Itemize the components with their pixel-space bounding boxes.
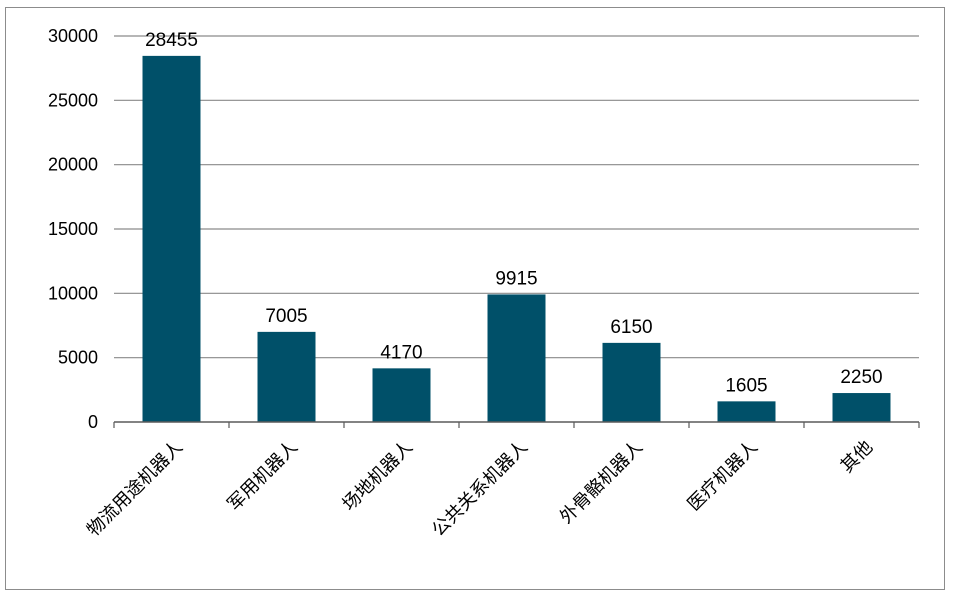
bar	[142, 55, 201, 423]
bar	[832, 393, 891, 422]
data-label: 4170	[380, 342, 422, 363]
category-label: 医疗机器人	[684, 437, 762, 515]
y-tick-label: 0	[88, 412, 98, 432]
bars	[142, 55, 891, 423]
data-label: 1605	[725, 375, 767, 396]
data-label: 6150	[610, 317, 652, 338]
category-label: 场地机器人	[339, 437, 417, 515]
data-label: 2250	[840, 367, 882, 388]
y-tick-label: 30000	[48, 26, 98, 46]
bar	[372, 368, 431, 422]
data-label: 9915	[495, 268, 537, 289]
category-label: 外骨骼机器人	[556, 437, 647, 528]
y-tick-label: 10000	[48, 283, 98, 303]
category-label: 公共关系机器人	[428, 437, 532, 541]
data-label: 28455	[145, 30, 198, 51]
x-axis	[113, 421, 920, 428]
bar	[602, 342, 661, 422]
category-label: 军用机器人	[224, 437, 302, 515]
gridlines	[114, 35, 919, 359]
y-tick-label: 20000	[48, 155, 98, 175]
bar	[257, 331, 316, 422]
y-tick-label: 15000	[48, 219, 98, 239]
category-labels: 物流用途机器人 军用机器人 场地机器人 公共关系机器人 外骨骼机器人 医疗机器人 其他	[83, 437, 877, 541]
data-label: 7005	[265, 306, 307, 327]
bar	[487, 294, 546, 422]
data-labels: 28455 7005 4170 9915 6150 1605 2250	[145, 30, 883, 396]
category-label: 其他	[837, 437, 877, 477]
bar	[717, 401, 776, 422]
category-label: 物流用途机器人	[83, 437, 187, 541]
y-tick-label: 5000	[58, 348, 98, 368]
y-axis-tick-labels: 0 5000 10000 15000 20000 25000 30000	[48, 26, 98, 432]
y-tick-label: 25000	[48, 90, 98, 110]
